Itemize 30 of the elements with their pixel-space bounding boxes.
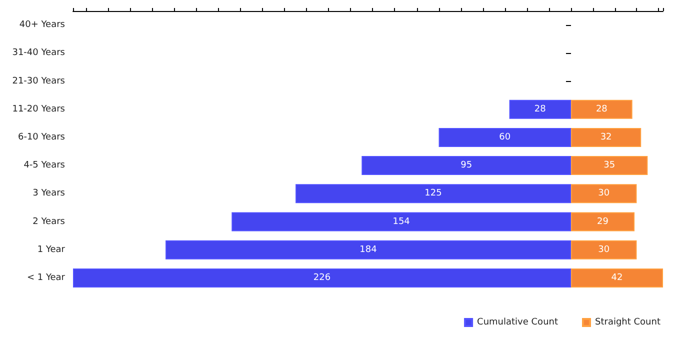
data-label: 28 — [595, 104, 608, 114]
bar — [570, 268, 663, 288]
y-tick-label: 1 Year — [37, 244, 66, 255]
data-label: 95 — [460, 160, 472, 171]
bar — [570, 212, 634, 232]
data-label: 35 — [603, 160, 615, 171]
data-label: 28 — [534, 104, 546, 114]
y-tick-label: 40+ Years — [19, 20, 66, 30]
y-tick-label: < 1 Year — [26, 272, 66, 283]
data-label: 154 — [392, 216, 410, 227]
y-tick-label: 2 Years — [32, 216, 66, 227]
data-label: 226 — [313, 272, 331, 283]
data-label: 32 — [600, 132, 612, 142]
y-tick-label: 21-30 Years — [12, 76, 66, 86]
y-tick-label: 3 Years — [32, 188, 66, 199]
bar — [570, 184, 636, 204]
y-tick-label: 11-20 Years — [12, 104, 66, 114]
y-tick-label: 6-10 Years — [18, 132, 66, 142]
y-tick-label: 4-5 Years — [24, 160, 66, 171]
data-label: 60 — [499, 132, 511, 142]
data-label: 29 — [596, 216, 608, 227]
data-label: 30 — [598, 188, 610, 199]
data-label: 42 — [610, 272, 622, 283]
data-label: 184 — [360, 244, 378, 255]
y-tick-label: 31-40 Years — [12, 48, 66, 58]
legend-label: Straight Count — [594, 318, 660, 328]
legend-label: Cumulative Count — [477, 318, 558, 328]
data-label: 30 — [598, 244, 610, 255]
bar — [570, 240, 636, 260]
data-label: 125 — [424, 188, 442, 199]
